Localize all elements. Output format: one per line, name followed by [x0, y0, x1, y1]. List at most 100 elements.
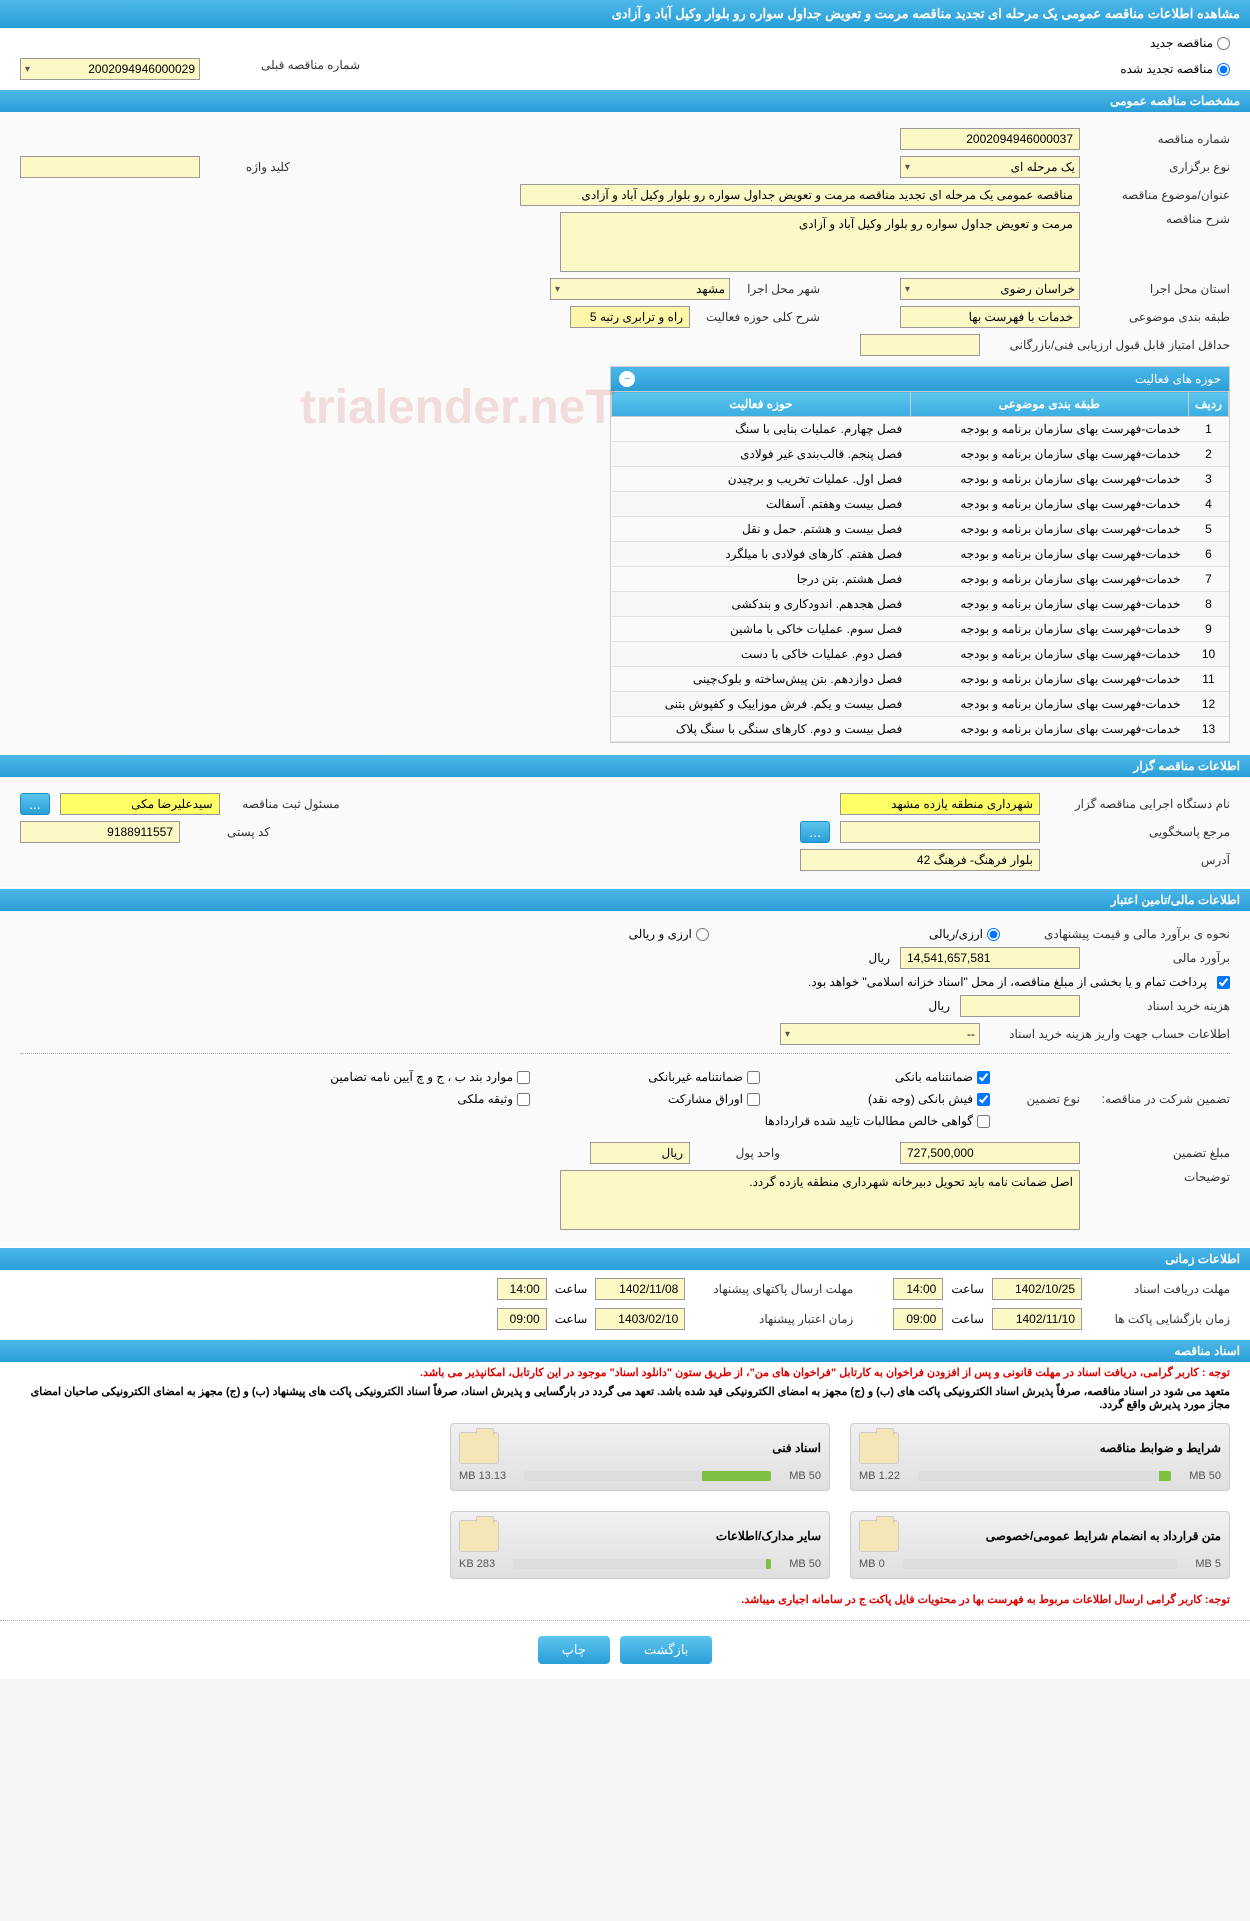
g-desc-label: توضیحات — [1090, 1170, 1230, 1184]
treasury-checkbox[interactable] — [1217, 976, 1230, 989]
activity-panel-header: حوزه های فعالیت − — [611, 367, 1229, 391]
guarantee-type-label: نوع تضمین — [1000, 1092, 1080, 1106]
desc-label: شرح مناقصه — [1090, 212, 1230, 226]
account-value: -- — [967, 1027, 975, 1041]
province-value: خراسان رضوی — [1000, 282, 1075, 296]
doc-cost-label: هزینه خرید اسناد — [1090, 999, 1230, 1013]
estimate-label: برآورد مالی — [1090, 951, 1230, 965]
table-row: 13خدمات-فهرست بهای سازمان برنامه و بودجه… — [612, 717, 1229, 742]
col-activity: حوزه فعالیت — [612, 392, 911, 417]
chevron-down-icon: ▾ — [785, 1029, 790, 1040]
file-box[interactable]: سایر مدارک/اطلاعات 50 MB283 KB — [450, 1511, 830, 1579]
folder-icon — [459, 1520, 499, 1552]
table-row: 5خدمات-فهرست بهای سازمان برنامه و بودجهف… — [612, 517, 1229, 542]
postal-label: کد پستی — [190, 825, 270, 839]
method-opt2: ارزی و ریالی — [629, 927, 692, 941]
print-button[interactable]: چاپ — [538, 1636, 610, 1664]
send-time: 14:00 — [497, 1278, 547, 1300]
reg-label: مسئول ثبت مناقصه — [230, 797, 340, 811]
table-row: 7خدمات-فهرست بهای سازمان برنامه و بودجهف… — [612, 567, 1229, 592]
method-opt1: ارزی/ریالی — [929, 927, 983, 941]
time-label: ساعت — [555, 1312, 588, 1326]
radio-new-label: مناقصه جدید — [1150, 36, 1213, 50]
type-select[interactable]: یک مرحله ای ▾ — [900, 156, 1080, 178]
chevron-down-icon: ▾ — [25, 64, 30, 75]
send-date: 1402/11/08 — [595, 1278, 685, 1300]
cb-g1[interactable] — [977, 1071, 990, 1084]
account-select[interactable]: -- ▾ — [780, 1023, 980, 1045]
doc-cost-field[interactable] — [960, 995, 1080, 1017]
cb-g7[interactable] — [977, 1115, 990, 1128]
more-button-2[interactable]: ... — [800, 821, 830, 843]
account-label: اطلاعات حساب جهت واریز هزینه خرید اسناد — [990, 1027, 1230, 1041]
table-row: 12خدمات-فهرست بهای سازمان برنامه و بودجه… — [612, 692, 1229, 717]
folder-icon — [459, 1432, 499, 1464]
table-row: 4خدمات-فهرست بهای سازمان برنامه و بودجهف… — [612, 492, 1229, 517]
g-desc-field[interactable]: اصل ضمانت نامه باید تحویل دبیرخانه شهردا… — [560, 1170, 1080, 1230]
valid-label: زمان اعتبار پیشنهاد — [693, 1312, 853, 1326]
prev-num-label: شماره مناقصه قبلی — [220, 58, 360, 80]
col-cat: طبقه بندی موضوعی — [910, 392, 1188, 417]
cb-g4[interactable] — [977, 1093, 990, 1106]
table-row: 11خدمات-فهرست بهای سازمان برنامه و بودجه… — [612, 667, 1229, 692]
treasury-note: پرداخت تمام و یا بخشی از مبلغ مناقصه، از… — [808, 975, 1207, 989]
folder-icon — [859, 1520, 899, 1552]
section-financial: اطلاعات مالی/تامین اعتبار — [0, 889, 1250, 911]
g1-label: ضمانتنامه بانکی — [895, 1070, 973, 1084]
postal-field: 9188911557 — [20, 821, 180, 843]
keyword-field[interactable] — [20, 156, 200, 178]
time-label: ساعت — [951, 1282, 984, 1296]
radio-renewed-tender[interactable] — [1217, 63, 1230, 76]
radio-new-tender[interactable] — [1217, 37, 1230, 50]
resp-field[interactable] — [840, 821, 1040, 843]
g-amount-label: مبلغ تضمین — [1090, 1146, 1230, 1160]
province-label: استان محل اجرا — [1090, 282, 1230, 296]
table-row: 1خدمات-فهرست بهای سازمان برنامه و بودجهف… — [612, 417, 1229, 442]
exec-field: شهرداری منطقه یازده مشهد — [840, 793, 1040, 815]
exec-label: نام دستگاه اجرایی مناقصه گزار — [1050, 797, 1230, 811]
type-value: یک مرحله ای — [1011, 160, 1075, 174]
radio-riyal[interactable] — [987, 928, 1000, 941]
province-select[interactable]: خراسان رضوی ▾ — [900, 278, 1080, 300]
more-button[interactable]: ... — [20, 793, 50, 815]
type-label: نوع برگزاری — [1090, 160, 1230, 174]
collapse-icon[interactable]: − — [619, 371, 635, 387]
city-label: شهر محل اجرا — [740, 282, 820, 296]
cb-g3[interactable] — [517, 1071, 530, 1084]
time-label: ساعت — [555, 1282, 588, 1296]
unit-field: ریال — [590, 1142, 690, 1164]
notice-2: متعهد می شود در اسناد مناقصه، صرفاً پذیر… — [0, 1383, 1250, 1413]
address-label: آدرس — [1050, 853, 1230, 867]
file-box[interactable]: متن قرارداد به انضمام شرایط عمومی/خصوصی … — [850, 1511, 1230, 1579]
city-value: مشهد — [696, 282, 725, 296]
cb-g6[interactable] — [517, 1093, 530, 1106]
keyword-label: کلید واژه — [210, 160, 290, 174]
back-button[interactable]: بازگشت — [620, 1636, 712, 1664]
table-row: 10خدمات-فهرست بهای سازمان برنامه و بودجه… — [612, 642, 1229, 667]
title-field: مناقصه عمومی یک مرحله ای تجدید مناقصه مر… — [520, 184, 1080, 206]
file-box[interactable]: اسناد فنی 50 MB13.13 MB — [450, 1423, 830, 1491]
file-box[interactable]: شرایط و ضوابط مناقصه 50 MB1.22 MB — [850, 1423, 1230, 1491]
city-select[interactable]: مشهد ▾ — [550, 278, 730, 300]
section-general: مشخصات مناقصه عمومی — [0, 90, 1250, 112]
time-label: ساعت — [951, 1312, 984, 1326]
cb-g5[interactable] — [747, 1093, 760, 1106]
min-score-field[interactable] — [860, 334, 980, 356]
page-title-bar: مشاهده اطلاعات مناقصه عمومی یک مرحله ای … — [0, 0, 1250, 28]
prev-num-select[interactable]: 2002094946000029 ▾ — [20, 58, 200, 80]
radio-both[interactable] — [696, 928, 709, 941]
desc-field[interactable]: مرمت و تعویض جداول سواره رو بلوار وکیل آ… — [560, 212, 1080, 272]
receive-date: 1402/10/25 — [992, 1278, 1082, 1300]
folder-icon — [859, 1432, 899, 1464]
reg-field: سیدعلیرضا مکی — [60, 793, 220, 815]
valid-date: 1403/02/10 — [595, 1308, 685, 1330]
table-row: 2خدمات-فهرست بهای سازمان برنامه و بودجهف… — [612, 442, 1229, 467]
notice-1: توجه : کاربر گرامی، دریافت اسناد در مهلت… — [0, 1362, 1250, 1383]
tender-num-label: شماره مناقصه — [1090, 132, 1230, 146]
g2-label: ضمانتنامه غیربانکی — [648, 1070, 743, 1084]
table-row: 9خدمات-فهرست بهای سازمان برنامه و بودجهف… — [612, 617, 1229, 642]
unit-label: واحد پول — [700, 1146, 780, 1160]
min-score-label: حداقل امتیاز قابل قبول ارزیابی فنی/بازرگ… — [990, 338, 1230, 352]
cb-g2[interactable] — [747, 1071, 760, 1084]
open-label: زمان بازگشایی پاکت ها — [1090, 1312, 1230, 1326]
